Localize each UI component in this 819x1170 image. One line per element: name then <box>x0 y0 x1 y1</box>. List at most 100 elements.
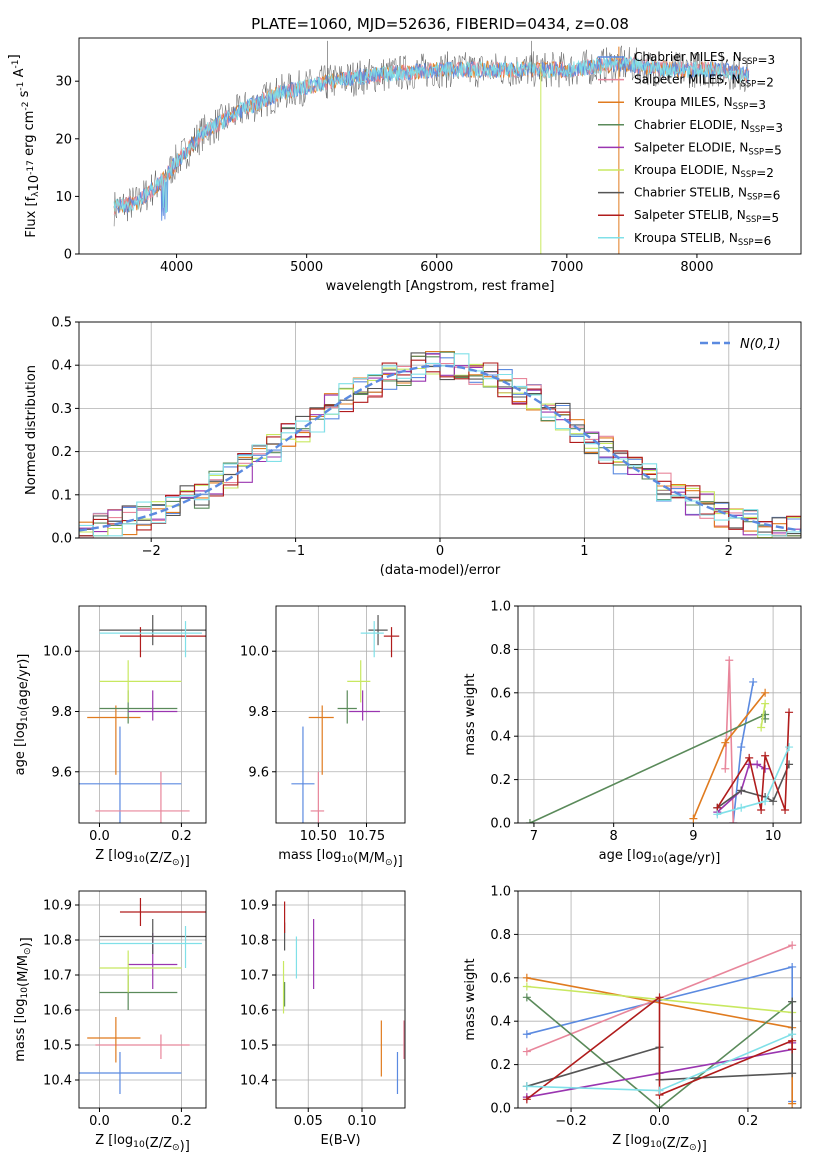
axes-frame <box>78 37 802 255</box>
y-tick-label: 0.0 <box>490 1102 511 1117</box>
series-marker-salpeter_stelib <box>655 993 664 1002</box>
figure-title: PLATE=1060, MJD=52636, FIBERID=0434, z=0… <box>251 15 629 33</box>
residuals-panel: −2 −1 0 1 2 0.0 0.1 0.2 0.3 0.4 0.5 (data-model)/er… <box>24 316 802 578</box>
y-tick-label: 0.4 <box>51 359 72 374</box>
axes-frame <box>275 605 406 824</box>
series-line-chabrier_elodie <box>529 713 766 823</box>
residuals-marks <box>79 351 801 538</box>
x-axis-label: E(B-V) <box>320 1133 360 1148</box>
y-tick-label: 0.2 <box>490 1058 511 1073</box>
series-marker-kroupa_miles <box>788 1099 797 1108</box>
y-tick-label: 1.0 <box>490 600 511 615</box>
x-axis-label: age [log10(age/yr)] <box>599 848 721 866</box>
y-tick-label: 0 <box>64 248 72 263</box>
axes-frame <box>78 890 207 1109</box>
x-axis-label: (data-model)/error <box>380 563 501 578</box>
age_vs_mass-panel: 10.50 10.75 9.6 9.8 10.0 mass [log10(M/M⊙)] <box>240 605 406 869</box>
y-tick-label: 10.4 <box>240 1074 269 1089</box>
spectrum-marks <box>113 40 750 254</box>
y-tick-label: 10.0 <box>43 645 72 660</box>
series-line-salpeter_stelib <box>716 712 790 811</box>
mass_vs_z-marks <box>79 898 206 1094</box>
mass_vs_ebv-panel: 0.05 0.10 10.4 10.5 10.6 10.7 10.8 10.9 E(B-V) <box>240 890 406 1148</box>
series-marker-chabrier_miles <box>522 1030 531 1039</box>
series-marker-salpeter_elodie <box>753 760 762 769</box>
y-axis-label: Normed distribution <box>24 365 39 495</box>
series-marker-salpeter_stelib <box>745 753 754 762</box>
y-tick-label: 0.6 <box>490 686 511 701</box>
series-marker-kroupa_elodie <box>757 723 766 732</box>
y-tick-label: 10.7 <box>43 969 72 984</box>
age_vs_mass-marks <box>291 615 400 823</box>
y-tick-label: 0.2 <box>51 445 72 460</box>
series-marker-kroupa_miles <box>721 738 730 747</box>
series-marker-kroupa_miles <box>522 973 531 982</box>
series-marker-kroupa_stelib <box>713 810 722 819</box>
y-tick-label: 20 <box>55 132 72 147</box>
legend-label: Chabrier ELODIE, NSSP=3 <box>634 118 783 135</box>
x-tick-label: 10.50 <box>300 829 337 844</box>
x-tick-label: 2 <box>725 544 733 559</box>
series-line-chabrier_miles <box>732 681 754 823</box>
y-tick-label: 10.4 <box>43 1074 72 1089</box>
series-marker-kroupa_elodie <box>522 982 531 991</box>
y-tick-label: 1.0 <box>490 885 511 900</box>
spectrum-line-kroupa_stelib <box>113 55 750 214</box>
x-tick-label: −2 <box>142 544 161 559</box>
x-tick-label: 6000 <box>420 260 453 275</box>
y-axis-label: mass weight <box>463 673 478 755</box>
x-tick-label: 0.2 <box>171 1114 192 1129</box>
series-marker-salpeter_miles <box>721 764 730 773</box>
legend-label: Kroupa STELIB, NSSP=6 <box>634 231 771 248</box>
x-tick-label: 4000 <box>160 260 193 275</box>
series-line-kroupa_elodie <box>760 703 766 728</box>
series-marker-chabrier_elodie <box>525 819 534 823</box>
y-tick-label: 10.5 <box>240 1039 269 1054</box>
age_vs_z-panel: 0.0 0.2 9.6 9.8 10.0 Z [log10(Z/Z⊙)] age [log1… <box>13 605 207 869</box>
x-axis-label: Z [log10(Z/Z⊙)] <box>95 1133 190 1154</box>
x-tick-label: 0.0 <box>649 1114 670 1129</box>
y-tick-label: 10.6 <box>240 1004 269 1019</box>
mass_weight_vs_z-marks <box>522 941 797 1108</box>
mass_weight_vs_age-marks <box>525 656 794 823</box>
x-tick-label: 0.10 <box>348 1114 377 1129</box>
series-marker-salpeter_stelib <box>781 805 790 814</box>
y-tick-label: 0.0 <box>490 817 511 832</box>
series-marker-kroupa_miles <box>689 814 698 823</box>
series-marker-chabrier_stelib <box>788 997 797 1006</box>
y-axis-label: age [log10(age/yr)] <box>13 654 31 776</box>
mass_vs_z-panel: 0.0 0.2 10.4 10.5 10.6 10.7 10.8 10.9 Z [log10(Z… <box>13 890 207 1154</box>
y-tick-label: 10.6 <box>43 1004 72 1019</box>
series-marker-kroupa_miles <box>761 688 770 697</box>
x-tick-label: 0.2 <box>171 829 192 844</box>
y-tick-label: 10 <box>55 190 72 205</box>
mass_weight_vs_age-panel: 7 8 9 10 0.0 0.2 0.4 0.6 0.8 1.0 age [log10(age/yr… <box>463 600 802 866</box>
series-marker-kroupa_stelib <box>788 1030 797 1039</box>
histogram-salpeter_stelib <box>79 359 801 537</box>
x-axis-label: wavelength [Angstrom, rest frame] <box>326 279 555 294</box>
y-axis-label: Flux [fλ10-17 erg cm-2 s-1 A-1] <box>7 54 42 237</box>
series-marker-chabrier_stelib <box>788 1069 797 1078</box>
x-axis-label: mass [log10(M/M⊙)] <box>278 848 402 869</box>
series-marker-chabrier_miles <box>788 962 797 971</box>
series-marker-kroupa_stelib <box>522 1082 531 1091</box>
series-marker-chabrier_miles <box>737 743 746 752</box>
y-tick-label: 10.0 <box>240 645 269 660</box>
y-tick-label: 9.6 <box>51 765 72 780</box>
y-tick-label: 0.8 <box>490 643 511 658</box>
series-marker-chabrier_stelib <box>737 786 746 795</box>
spectrum-panel: 4000 5000 6000 7000 8000 0 10 20 30 wavelength [A… <box>7 37 802 294</box>
series-marker-salpeter_stelib <box>757 805 766 814</box>
y-tick-label: 0.4 <box>490 730 511 745</box>
series-marker-kroupa_stelib <box>761 797 770 806</box>
axes-frame <box>517 605 802 824</box>
legend-label: N(0,1) <box>740 337 781 352</box>
y-tick-label: 0.1 <box>51 488 72 503</box>
axes-frame <box>517 890 802 1109</box>
series-marker-salpeter_miles <box>725 656 734 665</box>
x-tick-label: 0.0 <box>89 829 110 844</box>
y-tick-label: 0.6 <box>490 971 511 986</box>
series-marker-kroupa_stelib <box>785 743 794 752</box>
y-tick-label: 9.6 <box>248 765 269 780</box>
